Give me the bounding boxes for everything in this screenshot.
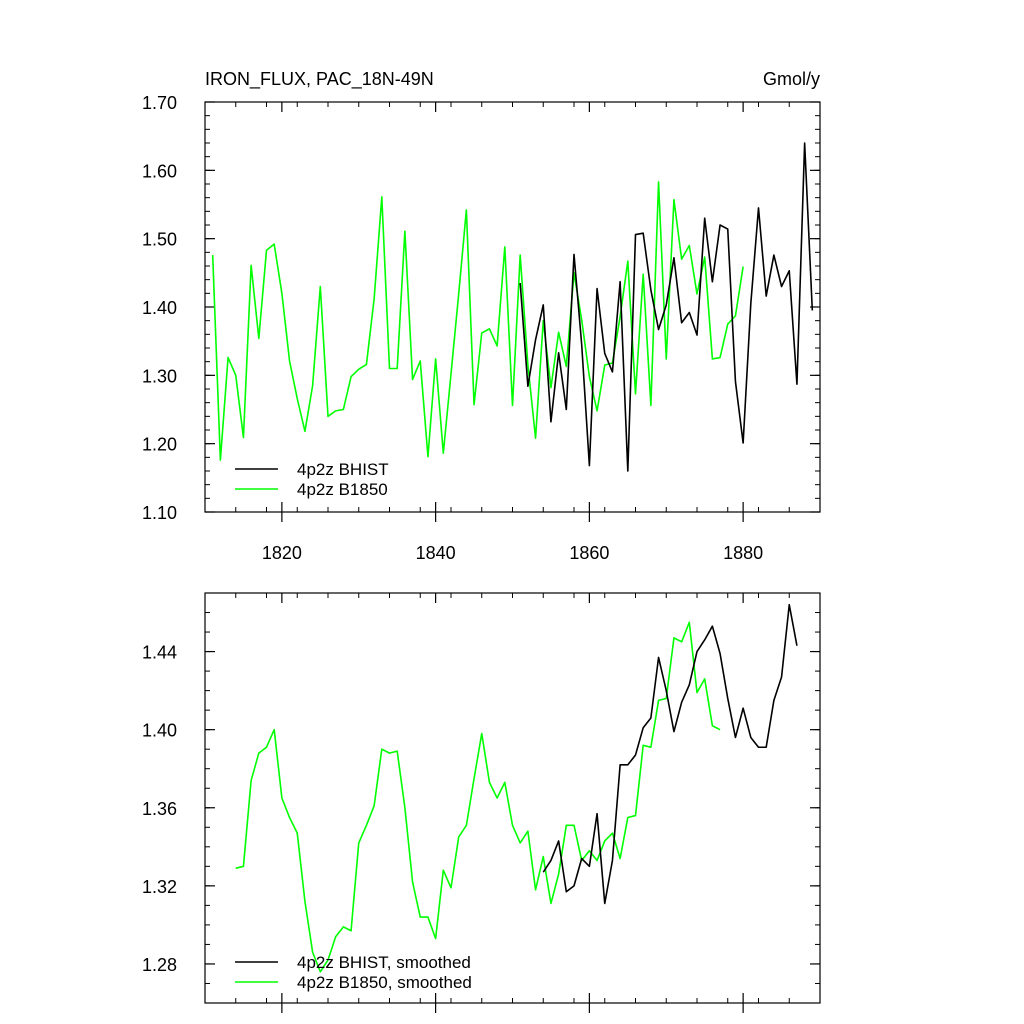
y-tick-label: 1.40 <box>142 721 177 741</box>
y-tick-label: 1.30 <box>142 366 177 386</box>
x-tick-label: 1880 <box>723 543 763 563</box>
series-line-0 <box>542 603 798 905</box>
legend-label: 4p2z B1850, smoothed <box>297 973 472 992</box>
top-panel: 1820 1840 1860 1880 1.10 1.20 1.30 1.40 1.50 1.60… <box>142 69 821 563</box>
series-line-1 <box>235 621 721 973</box>
plot-frame <box>204 592 821 1004</box>
series-line-0 <box>519 142 814 472</box>
legend-label: 4p2z BHIST <box>297 460 389 479</box>
bottom-panel: 1.28 1.32 1.36 1.40 1.44 4p2z BHIST, smoothed… <box>142 592 821 1013</box>
y-tick-label: 1.44 <box>142 643 177 663</box>
legend-label: 4p2z B1850 <box>297 480 388 499</box>
y-tick-label: 1.60 <box>142 161 177 181</box>
series-line-1 <box>211 181 744 461</box>
y-tick-label: 1.36 <box>142 799 177 819</box>
plot-frame <box>204 101 821 513</box>
x-tick-label: 1840 <box>416 543 456 563</box>
y-tick-label: 1.28 <box>142 955 177 975</box>
y-tick-label: 1.20 <box>142 435 177 455</box>
y-tick-label: 1.10 <box>142 503 177 523</box>
y-tick-label: 1.50 <box>142 230 177 250</box>
x-tick-label: 1860 <box>569 543 609 563</box>
y-tick-label: 1.40 <box>142 298 177 318</box>
y-tick-label: 1.32 <box>142 877 177 897</box>
legend-label: 4p2z BHIST, smoothed <box>297 953 471 972</box>
chart-title: IRON_FLUX, PAC_18N-49N <box>205 69 434 90</box>
x-tick-label: 1820 <box>262 543 302 563</box>
units-label: Gmol/y <box>763 69 820 89</box>
y-tick-label: 1.70 <box>142 93 177 113</box>
